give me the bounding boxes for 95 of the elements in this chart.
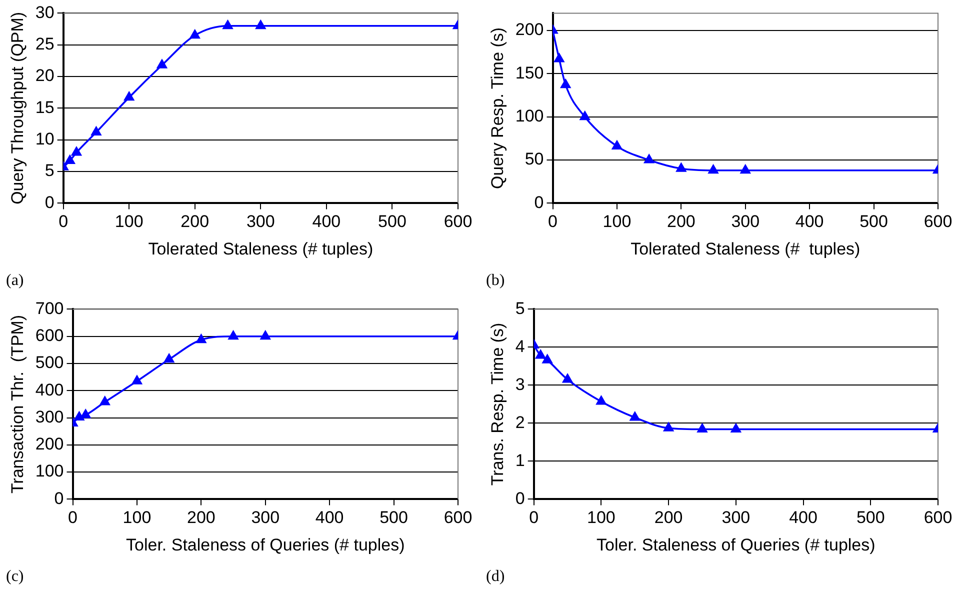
point [228,330,239,340]
point [124,91,134,101]
y-tick-label: 150 [515,63,544,82]
x-tick-label: 300 [722,508,750,528]
x-tick-label: 200 [666,212,696,232]
text: (c) [6,568,24,586]
point [676,162,686,172]
y-tick-label: 700 [35,298,64,318]
y-tick-label: 400 [35,380,64,400]
point [560,78,571,88]
point [156,59,168,68]
y-tick-label: 200 [35,434,64,454]
y-tick-label: 50 [524,150,544,169]
text: (b) [486,272,505,290]
x-tick-label: 600 [444,508,472,528]
x-tick-label: 500 [860,212,888,232]
x-tick-label: 300 [246,212,275,232]
x-tick-label: 300 [731,212,760,232]
x-tick-label: 400 [795,212,824,232]
point [190,29,200,39]
point [596,396,606,405]
point [644,154,654,164]
y-tick-label: 500 [35,353,64,372]
x-axis-title: Toler. Staleness of Queries (# tuples) [126,535,405,554]
x-tick-label: 100 [122,508,152,528]
point [708,164,719,174]
x-axis-title: Tolerated Staleness (# tuples) [148,239,374,258]
point [164,353,174,363]
point [132,375,142,384]
y-axis-title: Query Resp. Time (s) [488,27,507,189]
x-tick-label: 600 [924,212,952,232]
point [663,422,674,432]
x-tick-label: 500 [380,508,408,528]
y-axis-title: Trans. Resp. Time (s) [488,322,507,486]
y-tick-label: 5 [515,298,525,318]
x-tick-label: 200 [180,212,210,232]
x-tick-label: 200 [186,508,216,528]
x-tick-label: 300 [251,508,280,528]
point [630,412,640,421]
y-tick-label: 0 [44,192,54,212]
x-tick-label: 100 [587,508,616,528]
text: (a) [6,272,24,290]
x-tick-label: 0 [68,508,78,528]
x-tick-label: 0 [548,212,558,232]
x-axis-title: Toler. Staleness of Queries (# tuples) [596,535,876,554]
y-tick-label: 1 [515,450,525,470]
y-tick-label: 30 [35,2,54,22]
y-tick-label: 0 [515,488,525,508]
y-tick-label: 600 [35,326,64,346]
y-tick-label: 0 [534,192,544,212]
point [730,423,742,433]
x-tick-label: 500 [378,212,406,232]
point [260,330,271,340]
x-tick-label: 400 [789,508,818,528]
y-tick-label: 200 [515,20,544,40]
point [255,20,266,30]
point [740,164,751,174]
point [612,140,622,150]
point [542,354,553,364]
y-tick-label: 20 [35,66,54,86]
y-tick-label: 100 [515,106,544,126]
x-tick-label: 100 [114,212,144,232]
y-axis-title: Query Throughput (QPM) [8,12,27,204]
y-tick-label: 100 [35,462,64,481]
x-axis-title: Tolerated Staleness (# tuples) [630,239,860,258]
y-tick-label: 0 [54,488,64,508]
text: (d) [486,568,505,586]
x-tick-label: 200 [654,508,683,528]
y-tick-label: 4 [515,336,525,356]
point [580,110,590,120]
y-tick-label: 25 [35,34,54,54]
x-tick-label: 100 [602,212,632,232]
point [196,334,206,344]
y-tick-label: 2 [515,412,525,432]
y-tick-label: 3 [515,374,525,394]
point [554,52,564,62]
x-tick-label: 600 [924,508,952,528]
y-tick-label: 10 [35,130,54,149]
point [64,154,76,164]
x-tick-label: 500 [856,508,885,528]
x-tick-label: 400 [315,508,344,528]
point [100,396,110,406]
point [562,374,573,383]
y-tick-label: 15 [35,98,54,117]
y-tick-label: 300 [35,407,64,426]
y-tick-label: 5 [44,161,54,180]
point [535,350,546,359]
x-tick-label: 400 [312,212,341,232]
y-axis-title: Transaction Thr. (TPM) [8,314,27,494]
point [71,146,82,156]
point [80,409,91,418]
point [696,423,708,433]
point [90,126,102,136]
point [222,20,234,30]
x-tick-label: 600 [444,212,472,232]
